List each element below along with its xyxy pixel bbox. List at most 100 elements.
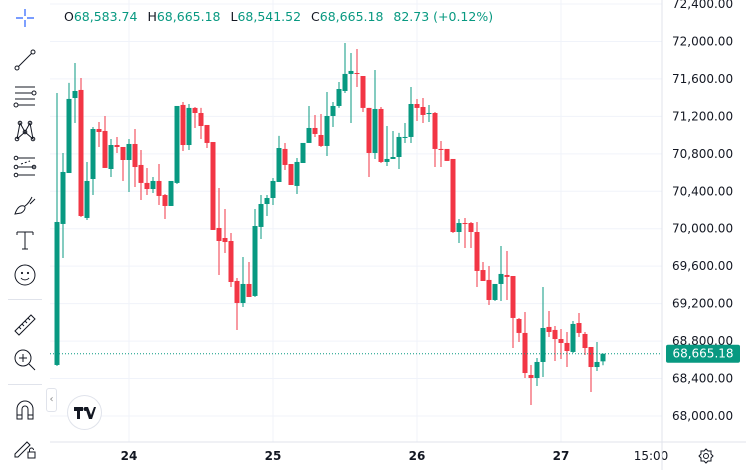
candle-body [60,171,66,224]
candle-body [114,145,120,147]
candle-body [264,198,270,205]
candle-body [552,329,558,340]
last-price-badge [666,344,740,363]
emoji-icon [14,264,36,286]
y-tick-label: 69,600.00 [672,259,733,273]
candle-body [120,146,126,160]
y-tick-label: 68,800.00 [672,334,733,348]
candle-body [528,374,534,378]
lock-drawings-tool[interactable] [9,432,41,462]
candle-body [462,223,468,225]
y-tick-label: 70,000.00 [672,222,733,236]
candle-body [510,276,516,318]
candle-body [234,280,240,303]
candle-body [240,283,246,303]
candle-body [282,148,288,165]
collapse-toolbar-button[interactable]: ‹ [46,388,57,412]
trend-line-icon [14,49,36,71]
candle-body [486,279,492,300]
candle-body [360,76,366,108]
ruler-icon [14,314,36,336]
candle-body [420,107,426,115]
emoji-tool[interactable] [9,260,41,290]
x-tick-label: 25 [265,449,282,463]
candle-body [312,127,318,134]
zoom-in-icon [14,349,36,371]
candle-body [288,164,294,185]
y-tick-label: 70,400.00 [672,184,733,198]
candle-body [270,180,276,199]
forecast-icon [13,155,37,178]
fib-tool[interactable] [9,81,41,111]
candle-body [330,105,336,116]
close-label: C [311,9,320,24]
zoom-tool[interactable] [9,345,41,375]
candle-body [498,273,504,284]
candle-body [540,327,546,362]
change-value: 82.73 (+0.12%) [393,9,494,24]
candle-body [192,107,198,113]
toolbar-divider [8,384,42,385]
candle-body [576,323,582,333]
text-tool[interactable] [9,225,41,255]
candle-body [294,161,300,186]
magnet-icon [16,400,34,420]
candle-body [180,104,186,146]
candle-body [318,134,324,146]
candle-body [54,221,60,365]
y-tick-label: 68,000.00 [672,409,733,423]
brush-icon [14,196,36,215]
forecast-tool[interactable] [9,152,41,182]
candle-body [324,115,330,146]
candle-body [564,342,570,352]
y-tick-label: 72,000.00 [672,34,733,48]
ohlc-legend: O68,583.74 H68,665.18 L68,541.52 C68,665… [64,9,499,24]
candle-body [378,108,384,162]
xabcd-pattern-icon [14,120,36,142]
y-tick-label: 69,200.00 [672,297,733,311]
candle-body [456,223,462,233]
candle-body [84,180,90,218]
candle-body [504,274,510,277]
candle-body [390,157,396,159]
candle-body [210,142,216,230]
candle-body [396,136,402,158]
fib-retracement-icon [13,86,37,108]
candle-body [468,223,474,233]
drawing-toolbar [0,0,50,470]
ruler-tool[interactable] [9,310,41,340]
tradingview-logo[interactable] [68,396,101,429]
candle-body [72,90,78,99]
candle-body [306,127,312,143]
candle-body [198,112,204,127]
open-label: O [64,9,74,24]
tv-logo-icon [73,406,96,419]
candle-body [348,70,354,74]
candle-body [150,180,156,190]
candle-body [66,98,72,174]
candle-body [204,124,210,143]
high-value: 68,665.18 [156,9,221,24]
lock-drawings-icon [14,441,36,459]
crosshair-tool[interactable] [9,3,41,33]
brush-tool[interactable] [9,190,41,220]
pattern-tool[interactable] [9,116,41,146]
candle-body [222,237,228,243]
candle-body [102,130,108,168]
candle-body [480,270,486,281]
candle-body [300,142,306,163]
candle-body [354,73,360,75]
candle-body [144,182,150,190]
magnet-tool[interactable] [9,395,41,425]
text-icon [16,231,34,250]
y-tick-label: 70,800.00 [672,147,733,161]
candle-body [252,226,258,296]
last-price-label: 68,665.18 [672,347,733,361]
y-tick-label: 71,200.00 [672,109,733,123]
candle-body [90,129,96,180]
low-value: 68,541.52 [237,9,302,24]
settings-gear-icon[interactable] [698,448,714,464]
open-value: 68,583.74 [73,9,138,24]
trend-line-tool[interactable] [9,45,41,75]
